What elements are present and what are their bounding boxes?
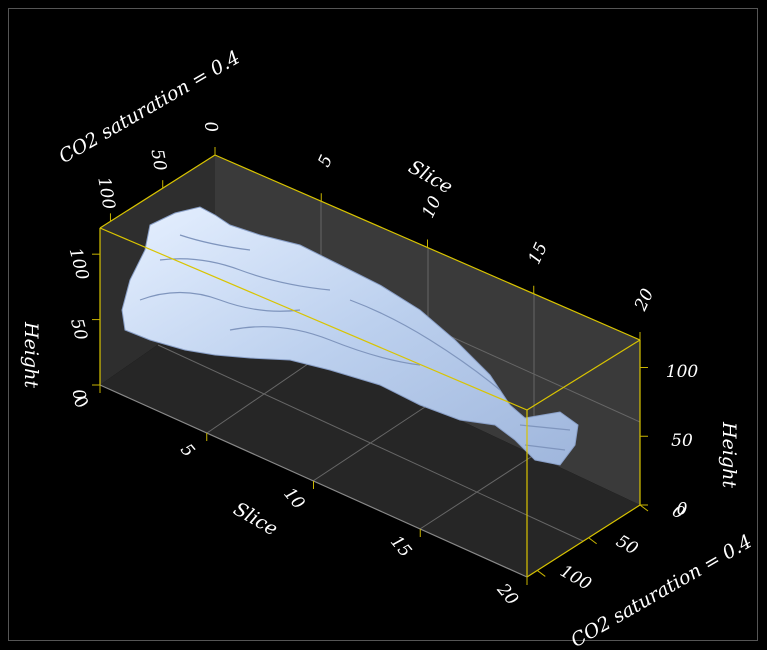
tick-label: 50: [146, 148, 169, 173]
axis-title: Height: [20, 321, 42, 388]
tick-label: 100: [666, 362, 699, 382]
axis-title: Height: [718, 421, 740, 488]
scene: 050100Height050100Height5101520Slice0510…: [0, 0, 767, 650]
tick-label: 50: [671, 431, 693, 451]
